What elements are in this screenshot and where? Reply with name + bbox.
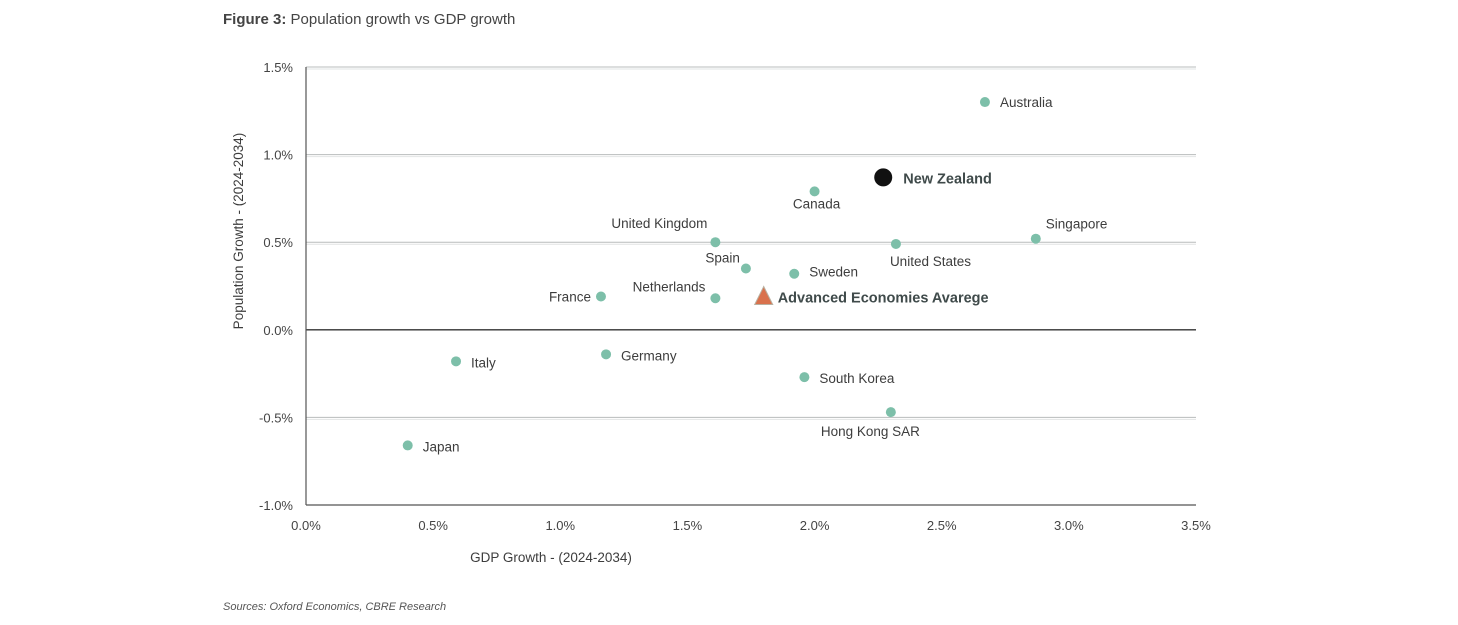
y-tick-label: 0.0%: [263, 323, 293, 338]
label-spain: Spain: [705, 250, 740, 265]
y-tick-label: -1.0%: [259, 498, 293, 513]
label-netherlands: Netherlands: [633, 279, 706, 294]
x-tick-label: 1.5%: [673, 518, 703, 533]
x-tick-label: 2.0%: [800, 518, 830, 533]
point-united-states: [890, 238, 901, 249]
point-sweden: [789, 268, 800, 279]
point-united-kingdom: [710, 237, 721, 248]
x-tick-label: 3.0%: [1054, 518, 1084, 533]
x-axis-label: GDP Growth - (2024-2034): [470, 550, 632, 565]
label-japan: Japan: [423, 439, 460, 454]
point-new-zealand: [874, 168, 893, 187]
label-south-korea: South Korea: [819, 371, 895, 386]
x-tick-label: 2.5%: [927, 518, 957, 533]
x-tick-label: 1.0%: [545, 518, 575, 533]
label-advanced-economies-avarege: Advanced Economies Avarege: [778, 291, 989, 307]
title-text: Population growth vs GDP growth: [290, 11, 516, 28]
chart-title: Figure 3: Population growth vs GDP growt…: [223, 11, 515, 28]
label-hong-kong-sar: Hong Kong SAR: [821, 424, 920, 439]
figure-number: Figure 3:: [223, 11, 287, 28]
label-italy: Italy: [471, 355, 496, 370]
point-spain: [740, 263, 751, 274]
point-japan: [402, 440, 413, 451]
point-advanced-economies-avarege: [753, 285, 774, 306]
y-axis-label: Population Growth - (2024-2034): [231, 133, 246, 330]
point-australia: [979, 97, 990, 108]
point-netherlands: [710, 293, 721, 304]
point-canada: [809, 186, 820, 197]
x-tick-label: 0.5%: [418, 518, 448, 533]
point-france: [595, 291, 606, 302]
label-germany: Germany: [621, 348, 677, 363]
y-tick-label: 1.0%: [263, 148, 293, 163]
point-singapore: [1030, 233, 1041, 244]
source-note: Sources: Oxford Economics, CBRE Research: [223, 601, 447, 613]
point-south-korea: [799, 372, 810, 383]
x-tick-label: 3.5%: [1181, 518, 1211, 533]
label-singapore: Singapore: [1046, 217, 1108, 232]
label-canada: Canada: [793, 196, 841, 211]
y-tick-label: 1.5%: [263, 60, 293, 75]
y-tick-label: 0.5%: [263, 235, 293, 250]
label-new-zealand: New Zealand: [903, 171, 992, 187]
label-sweden: Sweden: [809, 265, 858, 280]
point-hong-kong-sar: [885, 407, 896, 418]
label-united-kingdom: United Kingdom: [611, 216, 707, 231]
y-tick-label: -0.5%: [259, 410, 293, 425]
point-germany: [601, 349, 612, 360]
label-australia: Australia: [1000, 95, 1053, 110]
label-france: France: [549, 290, 591, 305]
label-united-states: United States: [890, 254, 971, 269]
point-italy: [451, 356, 462, 367]
x-tick-label: 0.0%: [291, 518, 321, 533]
